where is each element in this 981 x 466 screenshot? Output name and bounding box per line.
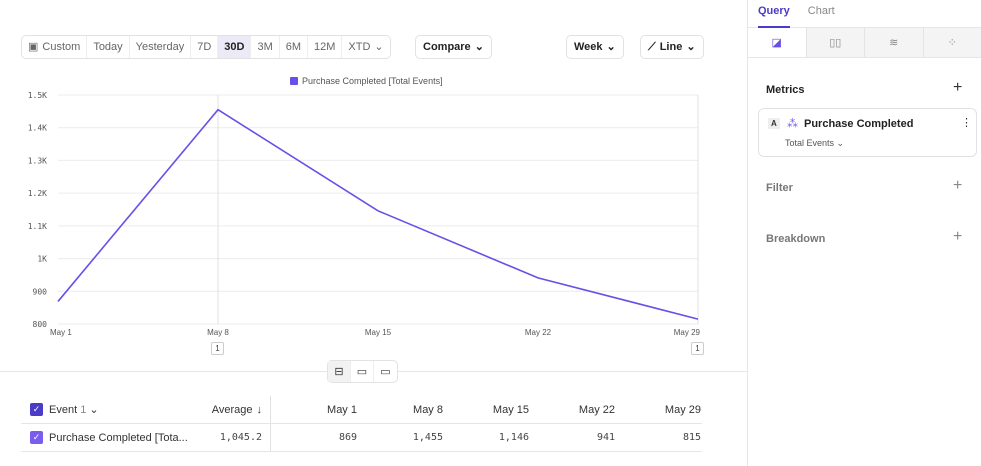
data-table: ✓ Event 1 ⌄ Average ↓ May 1 May 8 May 15 M… xyxy=(21,396,702,452)
aggregation-select[interactable]: Total Events ⌄ xyxy=(785,138,845,148)
chart-type-select[interactable]: ⟋ Line ⌄ xyxy=(640,35,704,59)
table-header: ✓ Event 1 ⌄ Average ↓ May 1 May 8 May 15 M… xyxy=(21,396,702,424)
add-metric-icon[interactable]: + xyxy=(953,79,963,96)
row-checkbox[interactable]: ✓ xyxy=(30,431,43,444)
breakdown-label: Breakdown xyxy=(766,233,826,245)
add-filter-icon[interactable]: + xyxy=(953,177,963,194)
table-row: ✓ Purchase Completed [Tota... 1,045.2 869… xyxy=(21,424,702,452)
date-range-selector: ▣ Custom Today Yesterday 7D 30D 3M 6M 12M… xyxy=(21,35,391,59)
annotation-marker[interactable]: 1 xyxy=(691,342,704,355)
annotation-marker[interactable]: 1 xyxy=(211,342,224,355)
funnel-dots-icon[interactable]: ⁘ xyxy=(922,28,981,57)
legend-swatch xyxy=(290,77,298,85)
calendar-icon: ▣ xyxy=(28,41,39,53)
layout-toggle: ⊟ ▭ ▭ xyxy=(327,360,398,383)
y-tick-label: 1.5K xyxy=(28,91,47,100)
line-chart-icon: ⟋ xyxy=(648,41,656,53)
metric-letter: A xyxy=(768,118,780,129)
range-custom[interactable]: ▣ Custom xyxy=(22,36,88,58)
metric-card[interactable]: A ⁂ Purchase Completed ⋮ Total Events ⌄ xyxy=(758,108,977,157)
x-tick-label: May 29 xyxy=(674,328,701,337)
analysis-type-tabs: ◪ ▯▯ ≋ ⁘ xyxy=(748,28,981,58)
range-12m[interactable]: 12M xyxy=(308,36,343,58)
y-tick-label: 900 xyxy=(33,287,48,296)
sparkle-cursor-icon: ⁂ xyxy=(787,118,798,130)
event-header[interactable]: Event 1 ⌄ xyxy=(49,404,99,416)
more-options-icon[interactable]: ⋮ xyxy=(961,117,972,129)
range-3m[interactable]: 3M xyxy=(251,36,280,58)
line-chart[interactable]: 800 900 1K 1.1K 1.2K 1.3K 1.4K 1.5K May 1 May 8 Ma… xyxy=(0,85,747,345)
chart-legend[interactable]: Purchase Completed [Total Events] xyxy=(290,76,443,86)
column-header: May 29 xyxy=(664,403,701,416)
y-tick-label: 1.1K xyxy=(28,222,47,231)
interval-select[interactable]: Week ⌄ xyxy=(566,35,624,59)
series-line xyxy=(57,108,699,320)
average-header[interactable]: Average xyxy=(211,403,253,416)
chevron-down-icon: ⌄ xyxy=(374,41,384,53)
column-header: May 15 xyxy=(492,403,529,416)
range-xtd[interactable]: XTD ⌄ xyxy=(342,36,389,58)
flows-icon[interactable]: ≋ xyxy=(864,28,923,57)
split-view-icon[interactable]: ⊟ xyxy=(328,361,351,382)
range-6m[interactable]: 6M xyxy=(280,36,309,58)
query-sidebar: Query Chart ◪ ▯▯ ≋ ⁘ Metrics + A ⁂ Purch… xyxy=(747,0,981,466)
chart-only-icon[interactable]: ▭ xyxy=(351,361,374,382)
chevron-down-icon: ⌄ xyxy=(686,41,696,53)
tab-query[interactable]: Query xyxy=(758,5,790,28)
column-header: May 1 xyxy=(327,403,357,416)
x-tick-label: May 8 xyxy=(207,328,229,337)
insights-icon[interactable]: ◪ xyxy=(748,28,806,57)
y-tick-label: 1.3K xyxy=(28,156,47,165)
column-header: May 22 xyxy=(578,403,615,416)
add-breakdown-icon[interactable]: + xyxy=(953,228,963,245)
tab-chart[interactable]: Chart xyxy=(807,5,835,17)
sort-desc-icon[interactable]: ↓ xyxy=(256,403,263,416)
main-panel: ▣ Custom Today Yesterday 7D 30D 3M 6M 12M… xyxy=(0,35,747,452)
range-yesterday[interactable]: Yesterday xyxy=(130,36,192,58)
bar-chart-icon[interactable]: ▯▯ xyxy=(805,28,865,57)
filter-label: Filter xyxy=(766,182,793,194)
metrics-label: Metrics xyxy=(766,84,805,96)
chevron-down-icon: ⌄ xyxy=(474,41,484,53)
range-7d[interactable]: 7D xyxy=(191,36,219,58)
y-tick-label: 1K xyxy=(37,255,47,264)
compare-button[interactable]: Compare ⌄ xyxy=(415,35,492,59)
x-tick-label: May 1 xyxy=(50,328,72,337)
x-tick-label: May 22 xyxy=(525,328,552,337)
range-30d[interactable]: 30D xyxy=(218,36,252,58)
y-tick-label: 1.4K xyxy=(28,124,47,133)
select-all-checkbox[interactable]: ✓ xyxy=(30,403,43,416)
y-tick-label: 800 xyxy=(33,320,48,329)
x-tick-label: May 15 xyxy=(365,328,392,337)
column-header: May 8 xyxy=(413,403,443,416)
chevron-down-icon: ⌄ xyxy=(606,41,616,53)
range-today[interactable]: Today xyxy=(87,36,130,58)
y-tick-label: 1.2K xyxy=(28,189,47,198)
table-only-icon[interactable]: ▭ xyxy=(380,366,391,378)
metric-name: Purchase Completed xyxy=(804,118,914,130)
